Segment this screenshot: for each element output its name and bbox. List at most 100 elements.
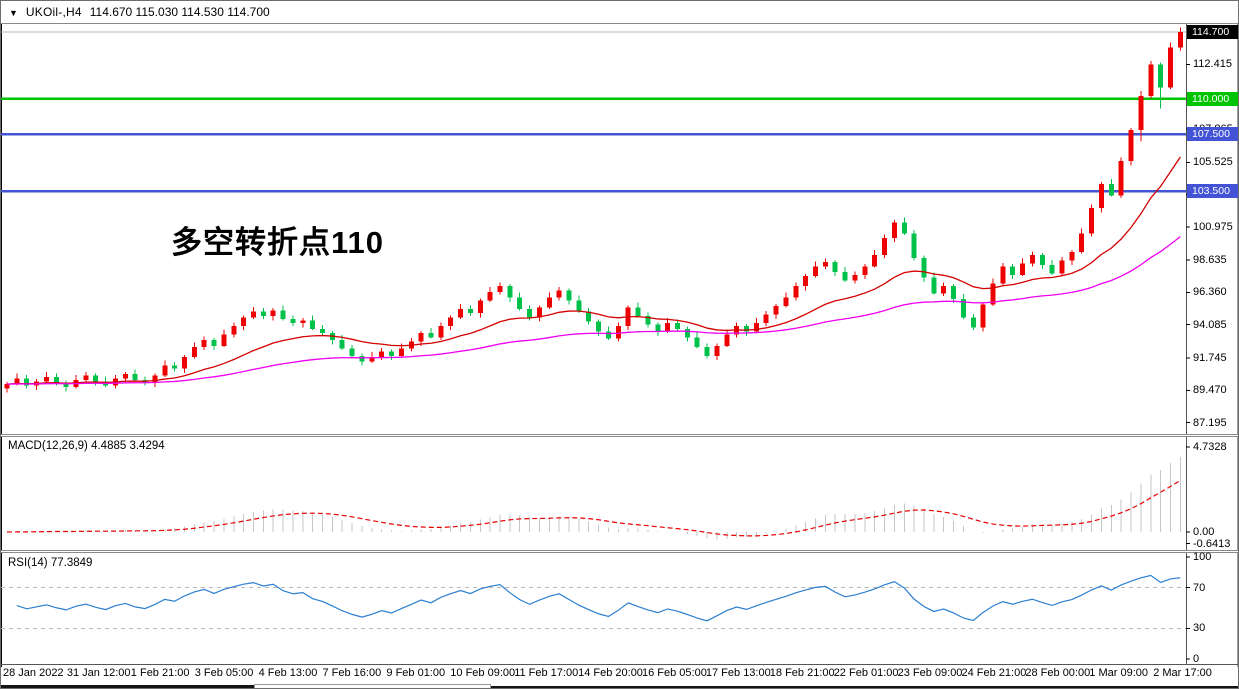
candle-body [497, 286, 503, 292]
price-axis-tick-label: 112.415 [1193, 58, 1232, 71]
price-axis-tick-label: 91.745 [1193, 351, 1227, 364]
candle-body [773, 306, 779, 315]
candle-body [1089, 208, 1095, 234]
candle-body [596, 321, 602, 332]
candle-body [901, 222, 907, 234]
candle-body [882, 237, 888, 255]
candle-body [605, 331, 611, 339]
candle-body [1069, 252, 1075, 261]
scrollbar-thumb[interactable] [1, 685, 254, 688]
candle-body [458, 308, 464, 318]
moving-average-line [6, 236, 1181, 385]
candle-body [803, 276, 809, 287]
candle-body [339, 340, 345, 349]
candle-body [960, 298, 966, 318]
candle-body [1079, 233, 1085, 253]
candle-body [241, 317, 247, 326]
time-axis-label: 9 Feb 01:00 [386, 667, 446, 679]
time-axis-label: 16 Feb 05:00 [642, 667, 707, 679]
price-tag: 107.500 [1187, 127, 1238, 142]
time-axis-label: 4 Feb 13:00 [258, 667, 318, 679]
candle-body [63, 382, 69, 387]
candle-body [615, 325, 621, 339]
panel-splitter-main-macd[interactable] [1, 434, 1238, 437]
time-axis-label: 31 Jan 12:00 [66, 667, 131, 679]
price-axis-tick-label: 100.975 [1193, 220, 1233, 233]
candle-body [1049, 264, 1055, 274]
candle-body [4, 384, 10, 389]
candle-body [783, 297, 789, 307]
candle-body [1108, 183, 1114, 196]
candle-body [83, 375, 89, 380]
candle-body [911, 233, 917, 258]
candle-body [260, 311, 266, 316]
scrollbar-track-box[interactable] [254, 684, 491, 688]
candle-body [428, 333, 434, 338]
horizontal-scrollbar [1, 683, 1238, 688]
candle-body [1128, 129, 1134, 162]
time-axis-label: 22 Feb 01:00 [833, 667, 899, 679]
panel-splitter-macd-rsi[interactable] [1, 550, 1238, 553]
candle-body [517, 297, 523, 309]
candle-body [714, 345, 720, 356]
time-axis-label: 10 Feb 09:00 [450, 667, 516, 679]
chart-title-bar: ▼ UKOil-,H4 114.670 115.030 114.530 114.… [1, 1, 1238, 24]
price-axis-tick-label: 87.195 [1193, 416, 1227, 429]
symbol-period-label: UKOil-,H4 [25, 5, 82, 19]
time-axis-label: 1 Mar 09:00 [1089, 667, 1148, 679]
price-axis-tick-label: 89.470 [1193, 384, 1227, 397]
candle-body [379, 351, 385, 358]
candle-body [201, 340, 207, 348]
price-tag: 110.000 [1187, 91, 1238, 106]
candle-body [507, 286, 513, 298]
candle-body [191, 347, 197, 358]
candle-body [980, 304, 986, 328]
candle-body [389, 351, 395, 356]
candle-body [1098, 183, 1104, 209]
time-axis-label: 24 Feb 21:00 [961, 667, 1027, 679]
candle-body [290, 318, 296, 324]
candle-body [122, 374, 128, 379]
candle-body [684, 328, 690, 338]
macd-axis-tick-label: 4.7328 [1193, 440, 1227, 453]
price-axis-tick-label: 98.635 [1193, 254, 1227, 267]
time-axis-border [1, 664, 1238, 665]
time-axis-label: 28 Jan 2022 [3, 667, 64, 679]
candle-body [891, 222, 897, 238]
candle-body [398, 348, 404, 356]
candle-body [211, 340, 217, 346]
time-axis-label: 1 Feb 21:00 [130, 667, 190, 679]
time-axis-label: 7 Feb 16:00 [322, 667, 382, 679]
rsi-current-value: 77.3849 [50, 557, 93, 569]
candle-body [172, 365, 178, 369]
candle-body [1039, 254, 1045, 265]
candle-body [1148, 64, 1154, 96]
candle-body [970, 317, 976, 328]
time-axis-label: 14 Feb 20:00 [578, 667, 643, 679]
candle-body [832, 262, 838, 272]
quote-ohlc-label: 114.670 115.030 114.530 114.700 [89, 5, 270, 19]
candle-body [1020, 263, 1026, 275]
candle-body [546, 297, 552, 308]
macd-title: MACD(12,26,9) [8, 440, 88, 452]
price-axis-tick-label: 94.085 [1193, 318, 1227, 331]
candle-body [14, 378, 20, 385]
price-axis-tick-label: 105.525 [1193, 156, 1233, 169]
moving-average-line [6, 156, 1181, 385]
rsi-axis-tick-label: 70 [1193, 581, 1206, 594]
scrollbar-track-line [491, 686, 1238, 688]
candle-body [1167, 47, 1173, 88]
candle-body [694, 337, 700, 348]
candle-body [181, 357, 187, 369]
time-axis-label: 28 Feb 00:00 [1025, 667, 1091, 679]
candle-body [753, 323, 759, 332]
candle-body [418, 333, 424, 342]
macd-signal-line [6, 479, 1181, 537]
candle-body [369, 357, 375, 362]
candle-body [320, 328, 326, 334]
symbol-dropdown-icon[interactable]: ▼ [9, 7, 18, 18]
candle-body [951, 286, 957, 299]
candle-body [300, 320, 306, 324]
